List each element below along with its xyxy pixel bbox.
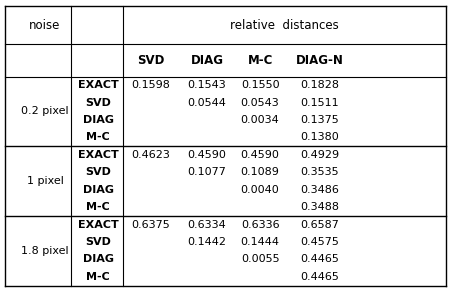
Text: 0.0040: 0.0040	[241, 185, 279, 195]
Text: DIAG: DIAG	[190, 54, 224, 67]
Text: SVD: SVD	[137, 54, 164, 67]
Text: 0.1442: 0.1442	[188, 237, 226, 247]
Text: 0.1380: 0.1380	[300, 133, 339, 142]
Text: 0.4590: 0.4590	[241, 150, 279, 160]
Text: 0.1089: 0.1089	[241, 167, 279, 177]
Text: M-C: M-C	[86, 133, 110, 142]
Text: 0.3535: 0.3535	[300, 167, 339, 177]
Text: 0.1375: 0.1375	[300, 115, 339, 125]
Text: EXACT: EXACT	[78, 220, 118, 230]
Text: DIAG: DIAG	[83, 185, 113, 195]
Text: 0.4590: 0.4590	[188, 150, 226, 160]
Text: 0.3488: 0.3488	[300, 202, 339, 212]
Text: 0.1511: 0.1511	[300, 98, 339, 108]
Text: noise: noise	[29, 19, 61, 32]
Text: EXACT: EXACT	[78, 80, 118, 90]
Text: SVD: SVD	[85, 98, 111, 108]
Text: DIAG-N: DIAG-N	[296, 54, 343, 67]
Text: 0.0543: 0.0543	[241, 98, 279, 108]
Text: 1.8 pixel: 1.8 pixel	[21, 246, 69, 256]
Text: M-C: M-C	[248, 54, 273, 67]
Text: 0.4465: 0.4465	[300, 254, 339, 265]
Text: 0.0034: 0.0034	[241, 115, 279, 125]
Text: M-C: M-C	[86, 202, 110, 212]
Text: 0.6587: 0.6587	[300, 220, 339, 230]
Text: 0.1598: 0.1598	[131, 80, 170, 90]
Text: 0.1444: 0.1444	[241, 237, 279, 247]
Text: 0.6334: 0.6334	[188, 220, 226, 230]
Text: 0.2 pixel: 0.2 pixel	[21, 106, 69, 116]
Text: 0.1543: 0.1543	[188, 80, 226, 90]
Text: 0.0544: 0.0544	[188, 98, 226, 108]
Text: SVD: SVD	[85, 237, 111, 247]
Text: 0.6375: 0.6375	[131, 220, 170, 230]
Text: 0.1828: 0.1828	[300, 80, 339, 90]
Text: DIAG: DIAG	[83, 115, 113, 125]
Text: 0.0055: 0.0055	[241, 254, 279, 265]
Text: 0.4575: 0.4575	[300, 237, 339, 247]
Text: 0.4929: 0.4929	[300, 150, 339, 160]
Text: relative  distances: relative distances	[230, 19, 339, 32]
Text: SVD: SVD	[85, 167, 111, 177]
Text: 0.4465: 0.4465	[300, 272, 339, 282]
Text: DIAG: DIAG	[83, 254, 113, 265]
Text: M-C: M-C	[86, 272, 110, 282]
Text: 0.1077: 0.1077	[188, 167, 226, 177]
Text: 1 pixel: 1 pixel	[27, 176, 63, 186]
Text: EXACT: EXACT	[78, 150, 118, 160]
Text: 0.3486: 0.3486	[300, 185, 339, 195]
Text: 0.1550: 0.1550	[241, 80, 279, 90]
Text: 0.4623: 0.4623	[131, 150, 170, 160]
Text: 0.6336: 0.6336	[241, 220, 279, 230]
